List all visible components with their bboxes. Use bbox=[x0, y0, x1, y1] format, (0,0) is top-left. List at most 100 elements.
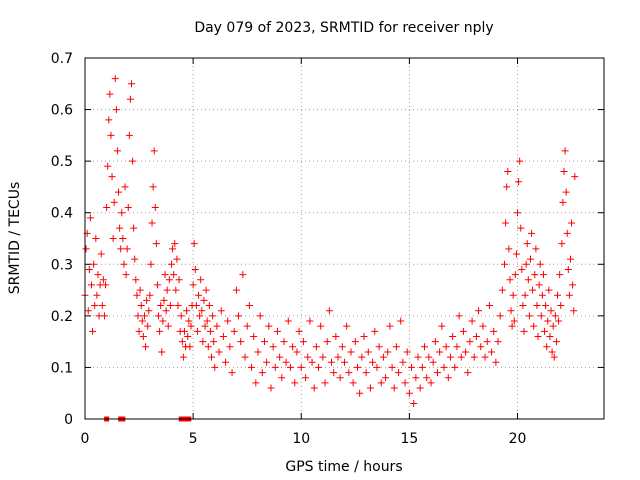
data-point bbox=[271, 363, 279, 371]
data-point bbox=[521, 291, 529, 299]
data-point bbox=[177, 312, 185, 320]
data-point bbox=[185, 317, 193, 325]
data-point bbox=[232, 286, 240, 294]
data-point bbox=[533, 302, 541, 310]
data-point bbox=[518, 265, 526, 273]
data-point bbox=[180, 327, 188, 335]
x-tick-label: 0 bbox=[81, 431, 90, 447]
data-point bbox=[551, 312, 559, 320]
data-point bbox=[189, 281, 197, 289]
data-point bbox=[169, 245, 177, 253]
data-point bbox=[519, 302, 527, 310]
data-point bbox=[504, 167, 512, 175]
data-point bbox=[539, 271, 547, 279]
data-point bbox=[464, 369, 472, 377]
data-point bbox=[516, 157, 524, 165]
data-point bbox=[444, 374, 452, 382]
data-point bbox=[215, 348, 223, 356]
data-point bbox=[269, 343, 277, 351]
x-tick-label: 15 bbox=[400, 431, 418, 447]
data-point bbox=[152, 240, 160, 248]
data-point bbox=[308, 358, 316, 366]
data-point bbox=[119, 235, 127, 242]
data-point bbox=[520, 327, 528, 335]
data-point bbox=[226, 343, 234, 351]
data-point bbox=[280, 338, 288, 346]
data-point bbox=[163, 286, 171, 294]
data-point bbox=[564, 265, 572, 273]
data-point bbox=[206, 327, 214, 335]
data-point bbox=[503, 183, 511, 191]
data-point bbox=[132, 276, 140, 284]
data-point bbox=[562, 188, 570, 196]
data-point bbox=[116, 224, 124, 232]
data-points bbox=[81, 75, 579, 422]
data-point bbox=[85, 265, 93, 273]
data-point bbox=[395, 369, 403, 377]
data-point bbox=[273, 327, 281, 335]
data-point bbox=[91, 302, 99, 310]
data-point bbox=[332, 332, 340, 340]
data-point bbox=[186, 343, 194, 351]
data-point bbox=[542, 302, 550, 310]
data-point bbox=[164, 322, 172, 330]
data-point bbox=[472, 332, 480, 340]
data-point bbox=[449, 332, 457, 340]
data-point bbox=[528, 229, 536, 237]
data-point bbox=[258, 369, 266, 377]
data-point bbox=[536, 260, 544, 268]
data-point bbox=[421, 343, 429, 351]
data-point bbox=[436, 348, 444, 356]
data-point bbox=[131, 255, 139, 263]
data-point bbox=[153, 281, 161, 289]
data-point bbox=[523, 240, 531, 248]
data-point bbox=[160, 296, 168, 304]
data-point bbox=[349, 379, 357, 387]
data-point bbox=[341, 358, 348, 366]
data-point bbox=[543, 343, 551, 351]
data-point bbox=[102, 281, 110, 289]
data-point bbox=[100, 312, 108, 320]
data-point bbox=[375, 343, 383, 351]
data-point bbox=[545, 286, 553, 294]
data-point bbox=[187, 322, 195, 330]
x-axis-label: GPS time / hours bbox=[285, 459, 402, 475]
data-point bbox=[502, 219, 510, 227]
data-point bbox=[315, 363, 323, 371]
data-point bbox=[366, 384, 374, 392]
data-point bbox=[293, 348, 301, 356]
data-point bbox=[475, 307, 483, 315]
data-point bbox=[140, 312, 148, 320]
y-tick-label: 0.6 bbox=[51, 103, 73, 119]
data-point bbox=[423, 374, 431, 382]
data-point bbox=[425, 353, 433, 361]
data-point bbox=[509, 291, 517, 299]
data-point bbox=[496, 312, 504, 320]
data-point bbox=[196, 312, 204, 320]
data-point bbox=[323, 338, 331, 346]
data-point bbox=[416, 384, 424, 392]
data-point bbox=[158, 348, 166, 356]
data-point bbox=[459, 327, 467, 335]
data-point bbox=[485, 302, 493, 310]
data-point bbox=[537, 312, 545, 320]
data-point bbox=[248, 363, 256, 371]
plot-frame bbox=[84, 57, 605, 420]
data-point bbox=[429, 358, 437, 366]
data-point bbox=[210, 338, 218, 346]
data-point bbox=[138, 317, 146, 325]
data-point bbox=[110, 198, 118, 206]
data-point bbox=[193, 327, 201, 335]
data-point bbox=[239, 271, 247, 279]
data-point bbox=[139, 332, 147, 340]
data-point bbox=[546, 332, 554, 340]
data-point bbox=[199, 338, 207, 346]
data-point bbox=[373, 363, 381, 371]
data-point bbox=[353, 363, 361, 371]
data-point bbox=[168, 260, 175, 268]
data-point bbox=[321, 379, 329, 387]
data-point bbox=[197, 276, 205, 284]
y-tick-label: 0.1 bbox=[51, 360, 73, 376]
data-point bbox=[481, 353, 489, 361]
